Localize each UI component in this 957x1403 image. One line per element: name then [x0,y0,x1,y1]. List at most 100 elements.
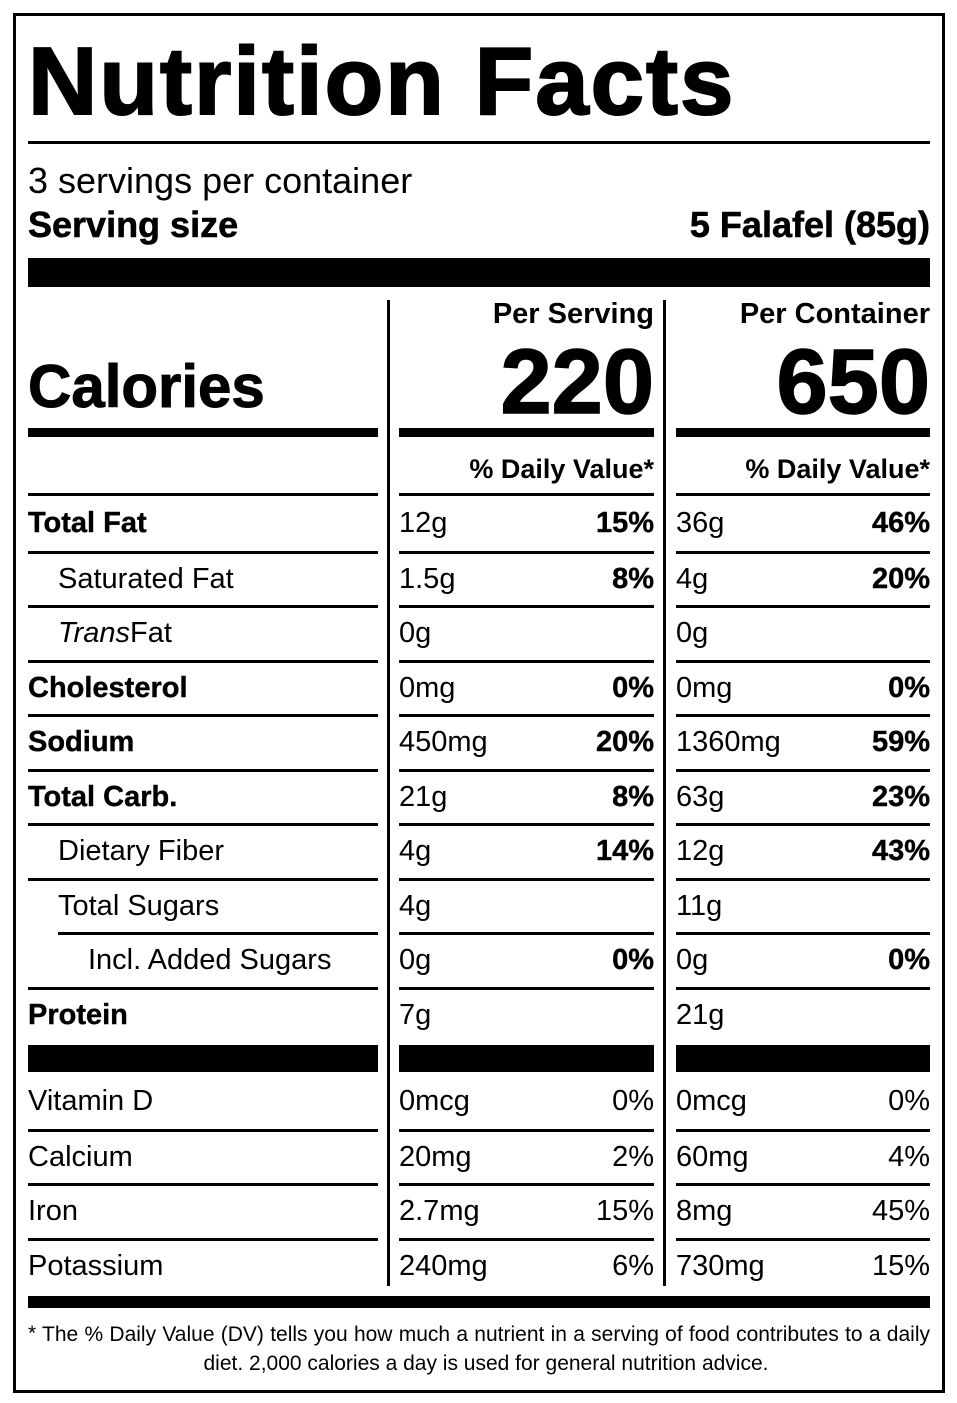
amount: 36g [676,506,725,539]
nutrient-name: Sodium [28,714,378,769]
amount-cell: 0g [676,605,930,660]
footnote-marker: * [28,1322,37,1345]
nutrient-name: Cholesterol [28,659,378,715]
daily-value: 4% [888,1140,930,1173]
amount-cell: 11g [676,877,930,933]
daily-value: 0% [888,671,930,704]
amount-cell: 21g [676,986,930,1042]
bar [399,1045,654,1072]
daily-value: 59% [871,726,930,759]
nutrient-name: Total Sugars [58,889,220,922]
amount-cell: 0g [399,605,654,660]
amount: 0mcg [399,1084,470,1117]
title: Nutrition Facts [27,27,736,136]
nutrient-name: Fat [129,617,172,650]
daily-value: 8% [612,780,654,813]
nutrient-name: Total Carb. [28,780,178,813]
daily-value: 46% [871,506,930,539]
daily-value: 14% [595,835,654,868]
daily-value: 0% [612,1084,654,1117]
footnote: The % Daily Value (DV) tells you how muc… [42,1323,930,1375]
amount-cell: 1.5g 8% [399,550,654,606]
amount: 63g [676,780,725,813]
nutrient-name: Dietary Fiber [58,835,224,868]
amount-cell: 60mg 4% [676,1128,930,1184]
nutrient-name: Total Carb. [28,768,378,824]
amount-cell: 0mg 0% [399,659,654,715]
amount: 0g [399,944,432,977]
nutrient-name: Iron [28,1183,378,1238]
divider [663,300,666,1286]
daily-value: 15% [871,1249,930,1282]
rule [28,141,930,144]
nutrient-name: Incl. Added Sugars [58,932,378,987]
amount: 1360mg [676,726,781,759]
amount: 12g [399,506,448,539]
amount-cell: 12g 15% [399,496,654,551]
amount: 11g [676,889,723,922]
calories-value: 220 [500,330,655,434]
nutrient-name: Protein [28,998,128,1031]
amount-cell: 21g 8% [399,768,654,824]
amount-cell: 730mg 15% [676,1237,930,1293]
amount: 1.5g [399,562,456,595]
amount: 21g [399,780,448,813]
thick-bar [28,258,930,287]
amount: 0g [399,617,432,650]
label-frame [13,13,945,1393]
daily-value: 20% [595,726,654,759]
calories-value: 650 [776,330,931,434]
amount-cell: 0g 0% [399,932,654,987]
amount-cell: 4g 14% [399,823,654,878]
amount: 60mg [676,1140,749,1173]
bar [28,428,378,437]
amount-cell: 0g 0% [676,932,930,987]
amount-cell: 450mg 20% [399,714,654,769]
amount-cell: 12g 43% [676,823,930,878]
daily-value: 0% [888,1084,930,1117]
amount: 12g [676,835,725,868]
daily-value: 23% [871,780,930,813]
nutrient-name: Vitamin D [28,1084,154,1117]
amount-cell: 2.7mg 15% [399,1183,654,1238]
nutrient-name: Cholesterol [28,671,188,704]
amount-cell: 1360mg 59% [676,714,930,769]
amount: 21g [676,998,725,1031]
amount-cell: 0mg 0% [676,659,930,715]
bar [28,1045,378,1072]
nutrient-name: Total Fat [28,506,147,539]
amount-cell: 8mg 45% [676,1183,930,1238]
amount-cell: 4g [399,877,654,933]
daily-value: 45% [871,1195,930,1228]
daily-value: 8% [612,562,654,595]
nutrient-name: Calcium [28,1128,378,1184]
daily-value: 43% [871,835,930,868]
serving-size-value: 5 Falafel (85g) [689,204,931,246]
nutrient-name: Iron [28,1195,78,1228]
amount-cell: 0mcg 0% [676,1074,930,1129]
nutrient-name: Potassium [28,1249,164,1282]
col-header: Per Container [739,298,930,330]
col-header: Per Serving [492,298,654,330]
amount: 8mg [676,1195,733,1228]
thick-bar [28,1296,930,1308]
amount: 4g [399,835,432,868]
nutrient-name: Incl. Added Sugars [88,944,332,977]
amount: 730mg [676,1249,765,1282]
daily-value: 6% [612,1249,654,1282]
daily-value: 15% [595,1195,654,1228]
amount-cell: 4g 20% [676,550,930,606]
daily-value: 15% [595,506,654,539]
amount: 4g [399,889,432,922]
amount-cell: 20mg 2% [399,1128,654,1184]
amount: 450mg [399,726,488,759]
nutrient-name: Calcium [28,1140,133,1173]
amount: 7g [399,998,432,1031]
amount: 20mg [399,1140,472,1173]
amount: 0g [676,944,709,977]
servings: 3 servings per container [28,160,413,201]
daily-value: 2% [612,1140,654,1173]
nutrient-name-italic: Trans [58,617,130,650]
dv-header: % Daily Value* [676,446,930,496]
divider [387,300,390,1286]
